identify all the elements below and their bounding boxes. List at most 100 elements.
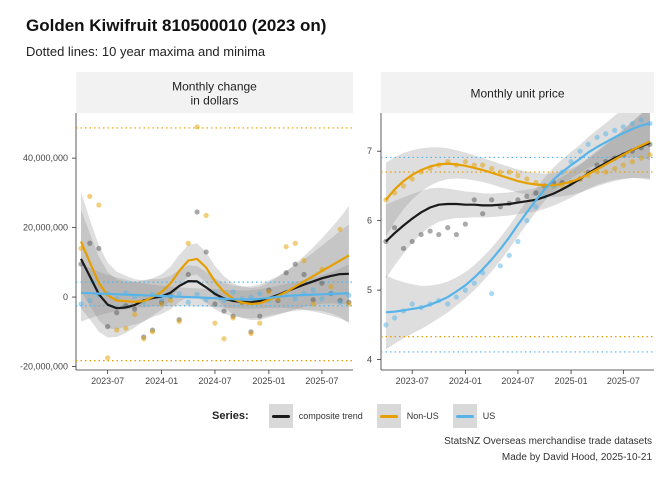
data-point	[383, 322, 389, 328]
data-point	[212, 320, 218, 326]
x-tick-label: 2025-07	[305, 376, 338, 386]
data-point	[612, 165, 618, 172]
data-point	[409, 301, 415, 307]
data-point	[506, 169, 512, 175]
data-point	[489, 197, 495, 203]
data-point	[337, 299, 343, 305]
data-point	[346, 301, 352, 307]
data-point	[221, 336, 227, 342]
x-tick-label: 2024-07	[198, 376, 231, 386]
data-point	[114, 310, 120, 316]
data-point	[221, 308, 227, 314]
data-point	[87, 297, 93, 304]
data-point	[87, 240, 93, 246]
caption-credit: Made by David Hood, 2025-10-21	[501, 452, 652, 463]
data-point	[337, 226, 343, 232]
data-point	[301, 258, 307, 264]
legend-item-us: US	[452, 404, 495, 428]
data-point	[400, 183, 407, 189]
data-point	[319, 280, 325, 286]
data-point	[445, 301, 451, 307]
data-point	[489, 290, 495, 297]
data-point	[87, 193, 93, 199]
data-point	[328, 284, 334, 290]
legend-key	[268, 404, 293, 428]
plot-area	[381, 113, 654, 353]
data-point	[506, 252, 512, 258]
data-point	[123, 325, 129, 331]
data-point	[409, 176, 415, 182]
data-point	[620, 162, 626, 168]
data-point	[462, 159, 468, 165]
chart-canvas: Monthly change in dollars 2023-07 2024-01 20…	[20, 72, 654, 386]
data-point	[489, 165, 495, 172]
y-tick-label: 4	[367, 355, 372, 365]
data-point	[248, 330, 254, 337]
data-point	[203, 212, 209, 219]
data-point	[168, 297, 174, 304]
facet-title: Monthly change in dollars	[172, 80, 257, 108]
data-point	[176, 318, 182, 324]
data-point	[230, 289, 236, 295]
data-point	[310, 287, 316, 293]
facet-strip	[76, 72, 353, 113]
data-point	[533, 204, 539, 210]
data-point	[585, 141, 591, 147]
data-point	[603, 169, 609, 175]
data-point	[257, 313, 263, 319]
confidence-band	[385, 113, 650, 350]
data-point	[257, 320, 263, 326]
data-point	[310, 297, 316, 303]
data-point	[310, 301, 316, 307]
data-point	[515, 197, 521, 203]
data-point	[292, 240, 298, 246]
data-point	[462, 221, 468, 227]
x-tick-label: 2025-01	[555, 376, 588, 386]
trend-line	[385, 122, 651, 314]
data-point	[515, 238, 521, 245]
data-point	[524, 176, 530, 182]
data-point	[266, 289, 272, 295]
trend-line	[80, 258, 349, 310]
y-tick-label: 5	[367, 285, 372, 295]
data-point	[594, 134, 600, 140]
data-point	[257, 290, 263, 297]
data-point	[612, 127, 618, 133]
caption: StatsNZ Overseas merchandise trade datas…	[444, 434, 652, 466]
facet-title-line: Monthly unit price	[470, 87, 564, 101]
y-tick-label: 6	[367, 216, 372, 226]
legend-key	[452, 404, 477, 428]
legend-item-composite-trend: composite trend	[268, 404, 363, 428]
caption-source: StatsNZ Overseas merchandise trade datas…	[444, 436, 652, 447]
data-point	[603, 131, 609, 137]
confidence-band	[80, 209, 349, 338]
data-point	[78, 301, 84, 307]
data-point	[391, 225, 398, 231]
data-point	[132, 306, 138, 312]
y-tick-label: 40,000,000	[23, 153, 68, 163]
trend-line	[80, 291, 349, 301]
data-point	[301, 271, 307, 278]
chart-subtitle: Dotted lines: 10 year maxima and minima	[26, 44, 266, 59]
x-tick-label: 2023-07	[91, 376, 124, 386]
data-point	[114, 327, 120, 333]
data-point	[149, 329, 156, 335]
x-tick-label: 2024-01	[145, 376, 178, 386]
data-point	[409, 238, 415, 245]
x-tick-label: 2024-07	[501, 376, 534, 386]
data-point	[515, 172, 521, 179]
data-point	[629, 120, 635, 127]
data-point	[194, 124, 200, 130]
data-point	[96, 202, 102, 208]
data-point	[185, 240, 191, 246]
data-point	[480, 162, 486, 168]
data-point	[283, 270, 289, 276]
data-point	[400, 245, 407, 252]
y-tick-label: 20,000,000	[23, 223, 68, 233]
data-point	[141, 336, 147, 342]
data-point	[203, 249, 209, 255]
y-tick-label: -20,000,000	[20, 362, 68, 372]
data-point	[292, 261, 298, 267]
data-point	[577, 148, 583, 154]
confidence-band	[385, 113, 650, 279]
